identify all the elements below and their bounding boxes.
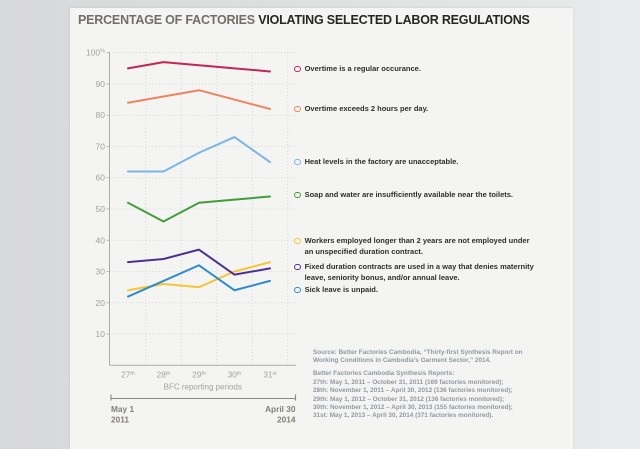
legend-label: Fixed duration contracts are used in a w… xyxy=(304,262,534,282)
x-tick-label: 31st xyxy=(263,370,277,380)
source-line: 29th: May 1, 2012 – October 31, 2012 (13… xyxy=(313,395,505,403)
legend-label: Overtime exceeds 2 hours per day. xyxy=(304,104,429,113)
source-citation: Source: Better Factories Cambodia, “Thir… xyxy=(313,349,561,366)
y-tick-label: 70 xyxy=(96,141,106,151)
line-chart: 100% 90 80 70 60 50 40 30 20 10 27th 28th 29th 30th 31… xyxy=(86,48,297,425)
legend-label: Overtime is a regular occurance. xyxy=(304,64,421,73)
source-line: Better Factories Cambodia Synthesis Repo… xyxy=(313,370,455,378)
x-tick-label: 28th xyxy=(157,370,171,380)
source-line: 30th: November 1, 2012 – April 30, 2013 … xyxy=(313,403,513,411)
legend-item: Overtime exceeds 2 hours per day. xyxy=(294,104,552,115)
page-title: PERCENTAGE OF FACTORIES VIOLATING SELECT… xyxy=(78,13,570,27)
series-line xyxy=(127,195,271,223)
legend-item: Fixed duration contracts are used in a w… xyxy=(294,262,552,283)
legend-ring-icon xyxy=(294,158,301,166)
source-report-list: Better Factories Cambodia Synthesis Repo… xyxy=(313,370,561,420)
y-tick-label: 80 xyxy=(96,110,106,120)
y-tick-label: 20 xyxy=(96,298,106,308)
legend-ring-icon xyxy=(294,237,301,245)
x-tick-label: 30th xyxy=(228,370,242,380)
series-line xyxy=(127,264,271,298)
series-line xyxy=(127,89,271,110)
source-note: Source: Better Factories Cambodia, “Thir… xyxy=(313,349,561,425)
series-line xyxy=(127,248,271,276)
y-tick-label: 60 xyxy=(96,173,106,183)
legend-ring-icon xyxy=(294,286,301,294)
legend-ring-icon xyxy=(294,191,301,199)
timeline-label: May 1 xyxy=(111,404,134,414)
source-line: 31st: May 1, 2013 – April 30, 2014 (371 … xyxy=(313,412,494,420)
y-tick-label: 30 xyxy=(96,267,106,277)
legend-label: Sick leave is unpaid. xyxy=(304,285,378,294)
legend-ring-icon xyxy=(294,65,301,73)
legend-item: Workers employed longer than 2 years are… xyxy=(294,236,552,257)
source-line: Source: Better Factories Cambodia, “Thir… xyxy=(313,349,523,356)
legend-ring-icon xyxy=(294,105,301,113)
y-tick-label: 90 xyxy=(96,79,106,89)
legend-label: Workers employed longer than 2 years are… xyxy=(304,236,530,256)
y-tick-label: 40 xyxy=(96,235,106,245)
legend-item: Overtime is a regular occurance. xyxy=(294,64,552,75)
x-axis-title: BFC reporting periods xyxy=(164,383,242,392)
source-line: 28th: November 1, 2011 – April 30, 2012 … xyxy=(313,387,513,395)
y-tick-label: 50 xyxy=(96,204,106,214)
series-line xyxy=(127,136,271,173)
infographic-card: PERCENTAGE OF FACTORIES VIOLATING SELECT… xyxy=(70,8,573,449)
series-line xyxy=(127,61,271,73)
y-tick-label: 10 xyxy=(96,329,106,339)
title-prefix: PERCENTAGE OF FACTORIES xyxy=(78,13,259,27)
legend-item: Sick leave is unpaid. xyxy=(294,285,552,296)
legend-item: Soap and water are insufficiently availa… xyxy=(294,190,552,201)
y-tick-label: 100% xyxy=(86,48,105,58)
title-emphasis: VIOLATING SELECTED LABOR REGULATIONS xyxy=(258,13,530,27)
legend-label: Heat levels in the factory are unaccepta… xyxy=(304,157,459,166)
timeline-label: 2014 xyxy=(277,415,296,425)
x-tick-label: 29th xyxy=(192,370,206,380)
legend-item: Heat levels in the factory are unaccepta… xyxy=(294,157,552,168)
timeline-label: 2011 xyxy=(111,415,129,425)
source-line: 27th: May 1, 2011 – October 31, 2011 (16… xyxy=(313,378,504,386)
source-line: Working Conditions in Cambodia’s Garment… xyxy=(313,357,491,365)
x-tick-label: 27th xyxy=(121,370,135,380)
timeline-label: April 30 xyxy=(265,404,296,414)
legend-label: Soap and water are insufficiently availa… xyxy=(304,190,513,199)
legend-ring-icon xyxy=(294,263,301,271)
